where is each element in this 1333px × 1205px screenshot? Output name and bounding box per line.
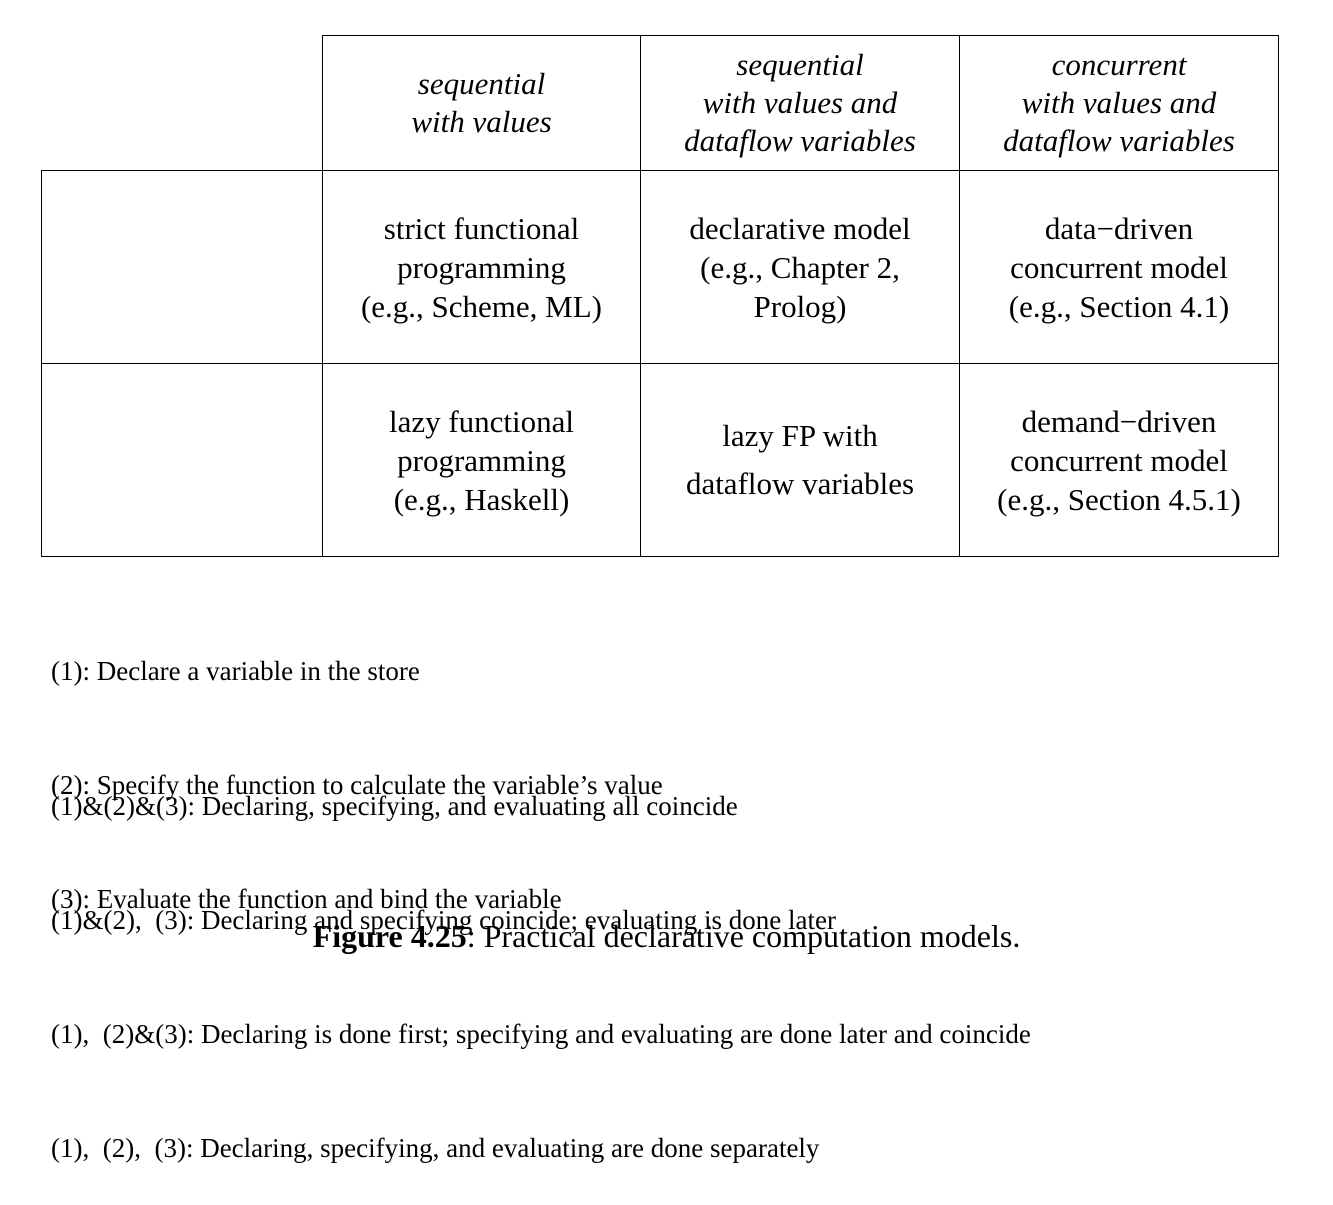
cell-line: concurrent model: [1010, 249, 1228, 285]
table-rule: [41, 363, 1279, 364]
cell-line: data−driven: [1044, 210, 1194, 246]
legend-steps: (1): Declare a variable in the store (2)…: [51, 576, 663, 956]
legend-line: (1)&(2), (3): Declaring and specifying c…: [51, 905, 836, 935]
table-rule: [41, 170, 42, 557]
cell-declarative-model: declarative model (e.g., Chapter 2, Prol…: [641, 207, 959, 327]
table-rule: [322, 35, 323, 557]
table-rule: [640, 35, 641, 557]
column-header-concurrent-dataflow: concurrent with values and dataflow vari…: [960, 36, 1278, 170]
legend-line: (2): Specify the function to calculate t…: [51, 770, 663, 800]
cell-line: strict functional: [383, 210, 580, 246]
header-line: sequential: [736, 47, 864, 82]
cell-line: (e.g., Section 4.5.1): [997, 481, 1241, 517]
cell-lazy-fp-dataflow: lazy FP with dataflow variables: [641, 400, 959, 520]
legend-line: (1), (2), (3): Declaring, specifying, an…: [51, 1133, 820, 1163]
table-rule: [959, 35, 960, 557]
cell-line: lazy functional: [388, 403, 575, 439]
header-line: sequential: [417, 66, 546, 101]
cell-line: (e.g., Chapter 2,: [700, 249, 900, 285]
cell-line: (e.g., Section 4.1): [1008, 288, 1230, 324]
table-rule: [1278, 35, 1279, 557]
header-line: with values: [411, 104, 552, 139]
legend-combinations: (1)&(2)&(3): Declaring, specifying, and …: [51, 711, 1031, 1205]
table-rule: [41, 556, 1279, 557]
header-line: with values and: [1021, 85, 1217, 120]
column-header-sequential-dataflow: sequential with values and dataflow vari…: [641, 36, 959, 170]
legend-line: (3): Evaluate the function and bind the …: [51, 884, 562, 914]
legend-line: (1)&(2)&(3): Declaring, specifying, and …: [51, 791, 738, 821]
cell-line: declarative model: [689, 210, 911, 246]
figure-caption-text: : Practical declarative computation mode…: [466, 918, 1021, 954]
cell-line: programming: [397, 442, 566, 478]
cell-line: (e.g., Haskell): [393, 481, 570, 517]
legend-line: (1), (2)&(3): Declaring is done first; s…: [51, 1019, 1031, 1049]
figure-caption: Figure 4.25: Practical declarative compu…: [0, 918, 1333, 955]
cell-lazy-functional: lazy functional programming (e.g., Haske…: [323, 400, 640, 520]
header-line: dataflow variables: [684, 123, 916, 158]
table-rule: [41, 170, 1279, 171]
cell-line: dataflow variables: [685, 466, 915, 501]
figure-label: Figure 4.25: [312, 918, 467, 954]
cell-line: Prolog): [753, 288, 847, 324]
cell-line: (e.g., Scheme, ML): [360, 288, 603, 324]
cell-demand-driven: demand−driven concurrent model (e.g., Se…: [960, 400, 1278, 520]
legend-line: (1): Declare a variable in the store: [51, 656, 420, 686]
header-line: with values and: [702, 85, 898, 120]
header-line: dataflow variables: [1003, 123, 1235, 158]
cell-line: lazy FP with: [722, 418, 878, 453]
cell-data-driven: data−driven concurrent model (e.g., Sect…: [960, 207, 1278, 327]
column-header-sequential-values: sequential with values: [323, 36, 640, 170]
header-line: concurrent: [1051, 47, 1187, 82]
cell-line: demand−driven: [1021, 403, 1217, 439]
cell-line: programming: [397, 249, 566, 285]
cell-line: concurrent model: [1010, 442, 1228, 478]
table-rule: [322, 35, 1279, 36]
cell-strict-functional: strict functional programming (e.g., Sch…: [323, 207, 640, 327]
